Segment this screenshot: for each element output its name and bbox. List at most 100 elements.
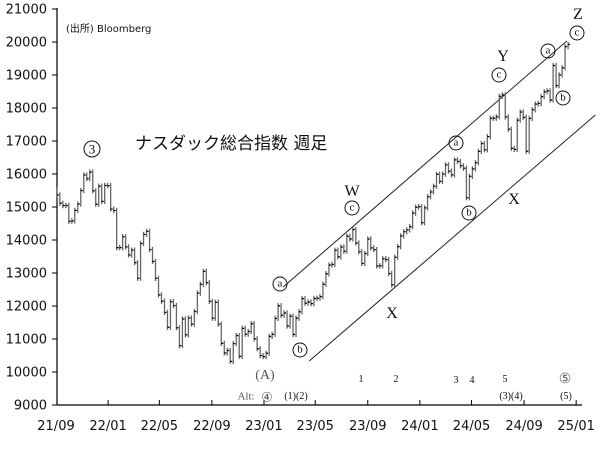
price-bar	[525, 114, 529, 154]
y-tick-label: 16000	[6, 168, 47, 183]
price-bar	[567, 41, 571, 50]
price-bar	[262, 352, 266, 360]
price-bar	[139, 240, 143, 281]
price-bar	[364, 250, 367, 267]
price-bar	[537, 100, 541, 107]
price-bar	[408, 224, 412, 233]
price-bar	[101, 183, 104, 205]
price-bar	[187, 315, 191, 338]
price-bar	[130, 247, 134, 258]
price-bar	[370, 236, 373, 251]
price-bar	[86, 172, 89, 182]
price-bar	[510, 126, 514, 152]
price-bar	[331, 261, 334, 268]
price-bar	[319, 293, 322, 301]
price-bar	[145, 228, 149, 238]
price-bar	[295, 315, 299, 338]
price-bar	[483, 140, 487, 153]
price-bar	[558, 72, 562, 89]
price-bar	[334, 247, 337, 268]
y-tick-label: 10000	[6, 366, 47, 381]
price-bar	[95, 188, 98, 207]
price-bar	[277, 303, 281, 322]
price-bar	[531, 107, 535, 122]
wave-b-label: b	[555, 90, 571, 106]
x-tick-label: 22/01	[89, 419, 126, 434]
price-bar	[402, 229, 406, 239]
count-2-label: 2	[393, 374, 399, 385]
price-bar	[328, 262, 331, 277]
y-tick-label: 18000	[6, 102, 47, 117]
price-bar	[211, 298, 215, 321]
price-bar	[298, 309, 302, 321]
price-bar	[399, 233, 403, 250]
price-bar	[549, 88, 553, 103]
price-bar	[121, 234, 125, 251]
price-bar	[286, 310, 290, 329]
price-bar	[244, 325, 248, 337]
x-tick-label: 21/09	[37, 419, 74, 434]
wave-b-label: b	[461, 205, 477, 221]
price-bar	[181, 316, 185, 349]
price-bar	[313, 295, 316, 307]
price-bar	[223, 340, 227, 356]
price-bar	[193, 308, 197, 327]
price-bar	[394, 254, 397, 288]
price-bar	[307, 299, 310, 306]
price-bar	[268, 333, 272, 356]
wave-W-c-label: c	[344, 200, 360, 216]
y-tick-label: 21000	[6, 3, 47, 18]
price-bar	[519, 109, 523, 123]
price-bar	[127, 244, 131, 258]
price-bar	[420, 203, 424, 226]
wave-X-label: X	[508, 191, 520, 208]
wave-Y-c-label: c	[491, 67, 507, 83]
price-bar	[343, 244, 346, 254]
price-bar	[196, 290, 200, 315]
price-bar	[217, 299, 221, 327]
price-bar	[367, 236, 370, 257]
price-bar	[65, 202, 68, 209]
price-bar	[304, 296, 307, 306]
price-bar	[157, 275, 161, 298]
price-bar	[229, 347, 233, 365]
count-circled-5-label: ⑤	[558, 372, 572, 387]
price-bar	[163, 298, 167, 316]
x-tick-label: 24/01	[401, 419, 438, 434]
y-tick-label: 17000	[6, 135, 47, 150]
price-bar	[124, 234, 128, 250]
price-bar	[190, 315, 194, 327]
price-bar	[471, 166, 475, 180]
price-bar	[322, 281, 325, 300]
x-tick-label: 23/05	[296, 419, 333, 434]
channel-line	[282, 40, 568, 288]
price-bar	[259, 346, 263, 359]
price-bar	[489, 115, 493, 140]
price-bar	[429, 189, 433, 200]
price-bar	[480, 140, 484, 155]
price-bar	[495, 114, 499, 121]
y-tick-label: 11000	[6, 333, 47, 348]
y-tick-label: 14000	[6, 234, 47, 249]
y-tick-label: 20000	[6, 36, 47, 51]
price-bar	[361, 249, 364, 267]
wave-A-label: (A)	[255, 368, 275, 383]
count-1-label: 1	[358, 374, 364, 385]
price-bar	[89, 169, 92, 182]
price-bar	[62, 200, 65, 209]
wave-a-label: a	[540, 43, 556, 59]
x-tick-label: 24/09	[505, 419, 542, 434]
count-5-label: 5	[502, 374, 508, 385]
price-bar	[513, 145, 517, 153]
price-bar	[115, 207, 119, 251]
price-bar	[175, 302, 179, 331]
x-tick-label: 25/01	[557, 419, 594, 434]
price-bar	[133, 247, 137, 266]
price-bar	[462, 163, 466, 171]
price-bar	[477, 148, 481, 166]
price-bar	[552, 62, 556, 103]
price-bar	[561, 65, 565, 78]
price-bar	[71, 218, 74, 224]
price-bar	[450, 168, 454, 178]
